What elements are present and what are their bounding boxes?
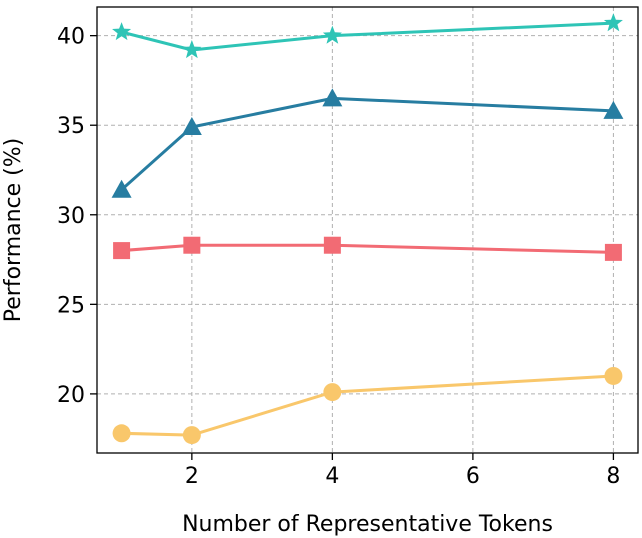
- x-tick-label: 6: [466, 464, 480, 489]
- data-point: [603, 100, 624, 119]
- data-point: [323, 383, 342, 402]
- y-tick-label: 30: [57, 204, 85, 229]
- data-point: [322, 25, 342, 44]
- data-point: [604, 243, 622, 261]
- grid-lines: [97, 7, 638, 453]
- data-point: [112, 22, 132, 41]
- x-tick-label: 4: [325, 464, 339, 489]
- axis-ticks: 2 4 6 8 20 25 30 35 40: [57, 25, 620, 489]
- data-point: [112, 424, 131, 443]
- y-tick-label: 35: [57, 114, 85, 139]
- y-axis-label: Performance (%): [1, 138, 26, 322]
- series-line: [121, 374, 614, 437]
- data-point: [113, 242, 131, 260]
- y-tick-label: 25: [57, 293, 85, 318]
- y-tick-label: 40: [57, 25, 85, 50]
- x-axis-label: Number of Representative Tokens: [182, 512, 553, 537]
- data-point: [183, 236, 201, 254]
- data-point: [322, 88, 343, 107]
- series-layer: [111, 13, 624, 445]
- data-point: [182, 426, 201, 445]
- series-3: [113, 236, 622, 261]
- x-tick-label: 8: [606, 464, 620, 489]
- data-point: [182, 39, 202, 59]
- data-point: [603, 13, 623, 32]
- series-1: [112, 13, 623, 59]
- x-tick-label: 2: [185, 464, 199, 489]
- series-4: [112, 366, 623, 445]
- series-line: [121, 21, 614, 52]
- series-2: [111, 88, 624, 198]
- plot-frame: [96, 6, 639, 454]
- data-point: [604, 366, 623, 385]
- data-point: [181, 117, 202, 136]
- y-tick-label: 20: [57, 383, 85, 408]
- series-line: [121, 243, 614, 254]
- data-point: [323, 236, 341, 254]
- data-point: [111, 179, 132, 198]
- series-line: [120, 96, 614, 191]
